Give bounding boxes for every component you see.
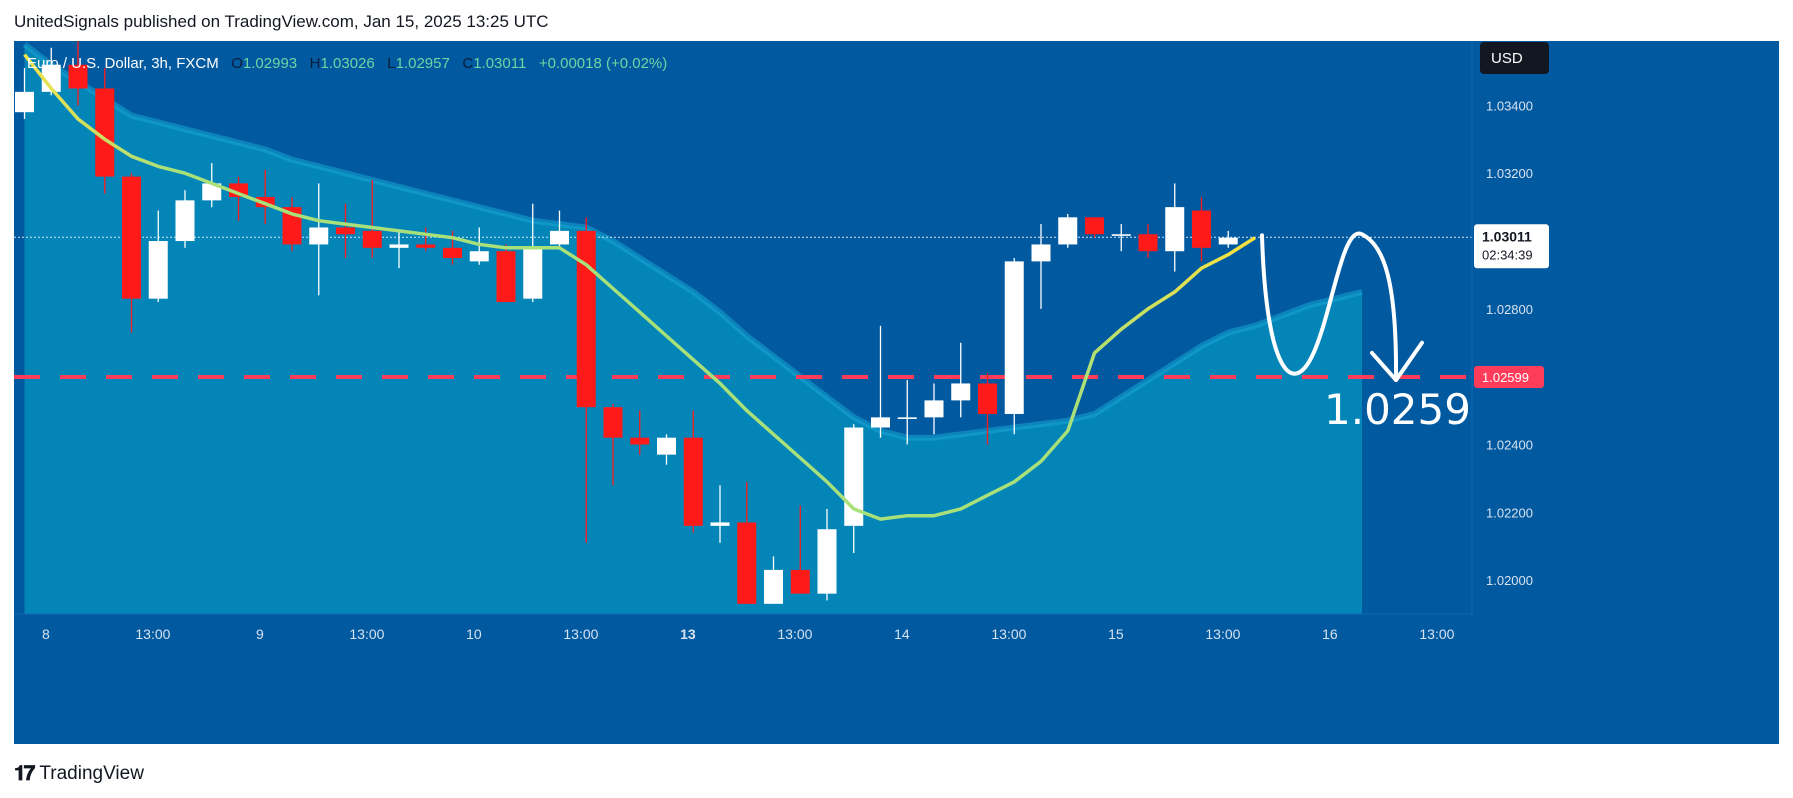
target-price-label: 1.02599 [1482, 370, 1529, 385]
x-tick-label: 13:00 [1205, 626, 1240, 642]
candle-body [496, 251, 516, 303]
candle-body [550, 230, 569, 245]
candle-body [443, 247, 462, 258]
candle-body [148, 241, 168, 299]
tradingview-logo-icon: 𝟏𝟕 [14, 762, 35, 785]
candle-body [737, 522, 757, 604]
countdown-label: 02:34:39 [1482, 247, 1533, 262]
candle-body [844, 427, 864, 526]
symbol-legend: Euro / U.S. Dollar, 3h, FXCM O1.02993 H1… [27, 55, 667, 72]
candle-body [603, 407, 623, 438]
x-tick-label: 15 [1108, 626, 1124, 642]
candle-body [657, 437, 676, 455]
legend-low-value: 1.02957 [395, 55, 450, 72]
candle-body [764, 569, 783, 604]
candle-body [416, 244, 436, 248]
candle-body [630, 437, 650, 445]
candle-body [1004, 261, 1024, 414]
candle-body [15, 91, 34, 113]
projection-arrow-head [1370, 340, 1424, 383]
candle-body [1111, 234, 1131, 236]
candle-body [122, 176, 141, 299]
ma-area-edge [22, 42, 1363, 441]
tradingview-logo[interactable]: 𝟏𝟕 TradingView [14, 762, 144, 786]
x-tick-label: 13:00 [135, 626, 170, 642]
candle-body [790, 569, 810, 594]
candle-body [175, 200, 195, 242]
candle-body [576, 230, 596, 408]
time-axis [14, 614, 1472, 652]
candle-body [309, 227, 329, 245]
x-tick-label: 13:00 [1419, 626, 1454, 642]
x-tick-label: 9 [256, 626, 264, 642]
candle-body [1085, 217, 1104, 235]
candle-body [817, 529, 837, 594]
target-price-badge [1474, 366, 1544, 389]
candle-body [1058, 217, 1078, 245]
candle-body [710, 522, 730, 526]
x-tick-label: 14 [894, 626, 910, 642]
legend-low-label: L [387, 55, 396, 72]
currency-badge [1480, 42, 1549, 74]
y-tick-label: 1.02400 [1486, 437, 1533, 452]
legend-close-value: 1.03011 [473, 55, 527, 72]
y-tick-label: 1.02000 [1486, 573, 1533, 588]
candle-body [1165, 207, 1185, 252]
x-tick-label: 16 [1322, 626, 1338, 642]
legend-high-value: 1.03026 [320, 55, 375, 72]
x-tick-label: 10 [466, 626, 482, 642]
last-price-badge [1474, 224, 1549, 269]
price-axis [1472, 41, 1779, 614]
target-annotation: 1.0259 [1324, 385, 1471, 434]
y-tick-label: 1.02200 [1486, 505, 1533, 520]
publisher-line: UnitedSignals published on TradingView.c… [14, 12, 549, 31]
legend-close-label: C [462, 55, 474, 72]
candle-body [1218, 237, 1238, 245]
candle-body [389, 244, 409, 248]
candle-body [897, 417, 917, 419]
candle-body [924, 400, 944, 418]
candle-body [978, 383, 997, 414]
candle-body [1192, 210, 1211, 248]
candle-body [683, 437, 703, 526]
candle-body [951, 383, 971, 401]
candle-body [469, 251, 489, 262]
y-tick-label: 1.02800 [1486, 302, 1533, 317]
candle-body [362, 230, 382, 248]
y-tick-label: 1.03400 [1486, 98, 1533, 113]
x-tick-label: 13:00 [991, 626, 1026, 642]
candle-body [336, 227, 355, 235]
projection-path [1260, 231, 1399, 383]
x-tick-label: 13:00 [777, 626, 812, 642]
candle-body [523, 247, 543, 299]
y-tick-label: 1.03200 [1486, 166, 1533, 181]
legend-high-label: H [309, 55, 321, 72]
ema-line [23, 53, 1256, 521]
candle-body [1031, 244, 1051, 262]
chart-svg: 1.0259 USD 1.03400 1.03200 1.02800 1.02400 1.0… [14, 41, 1779, 652]
candle-body [95, 88, 115, 177]
x-tick-label: 13 [680, 626, 696, 642]
last-price-label: 1.03011 [1482, 228, 1532, 244]
candle-body [871, 417, 890, 428]
legend-open-value: 1.02993 [242, 55, 298, 72]
legend-symbol: Euro / U.S. Dollar, 3h, FXCM [27, 55, 219, 72]
x-tick-label: 13:00 [349, 626, 384, 642]
candle-body [202, 183, 222, 201]
x-tick-label: 8 [42, 626, 50, 642]
legend-open-label: O [231, 55, 243, 72]
x-tick-label: 13:00 [563, 626, 598, 642]
legend-change: +0.00018 (+0.02%) [538, 55, 668, 72]
tradingview-brand: TradingView [39, 763, 144, 784]
candle-body [1138, 234, 1158, 252]
chart-area[interactable]: 1.0259 USD 1.03400 1.03200 1.02800 1.02400 1.0… [14, 41, 1779, 744]
candle-body [68, 64, 88, 89]
currency-label: USD [1491, 50, 1523, 67]
